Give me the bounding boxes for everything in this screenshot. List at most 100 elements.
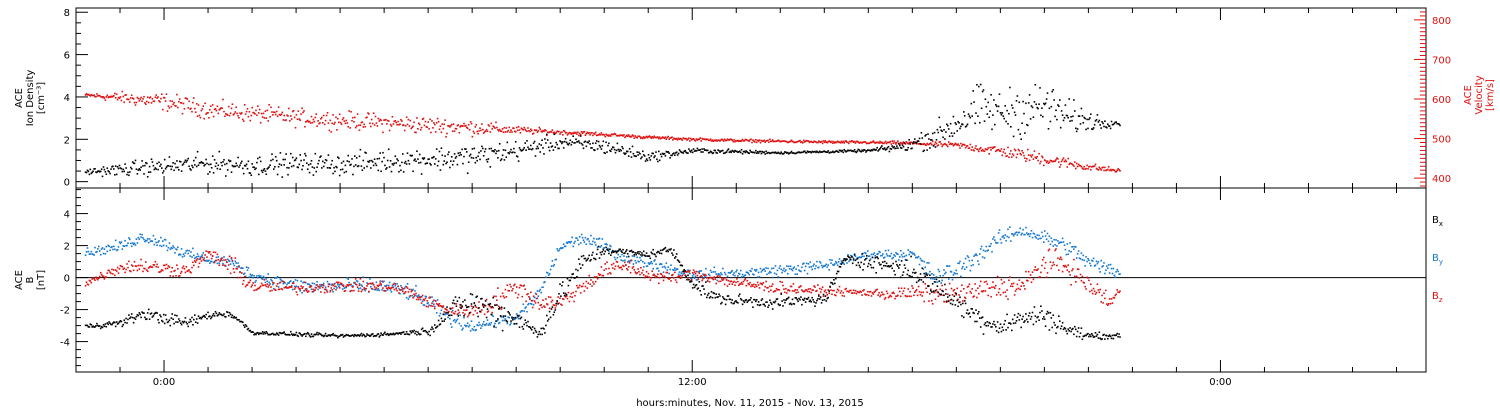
by-point [244,275,247,278]
by-point [674,269,677,271]
velocity-point [768,141,770,143]
y-tick-label: 4 [64,93,70,104]
by-point [491,314,493,316]
density-point [523,147,525,149]
velocity-point [1049,159,1052,162]
velocity-point [489,131,492,133]
by-point [601,238,604,240]
bx-point [378,336,381,338]
by-point [236,266,238,268]
bz-point [864,293,866,295]
velocity-point [1116,169,1118,172]
by-point [554,258,557,261]
velocity-point [178,100,180,103]
velocity-point [498,128,501,131]
bz-point [1052,261,1054,264]
by-point [1107,264,1110,266]
by-point [611,250,614,253]
velocity-point [119,96,122,98]
bx-point [351,334,353,337]
by-point [444,313,446,316]
bz-point [1002,291,1005,294]
by-point [1022,228,1024,231]
velocity-point [224,115,226,118]
density-point [544,138,546,140]
by-point [1027,233,1029,236]
by-point [699,270,701,272]
bx-point [101,326,104,329]
velocity-point [280,113,283,116]
density-point [723,152,726,154]
velocity-point [408,125,411,127]
density-point [293,159,296,162]
by-point [339,283,342,285]
bz-point [1047,249,1050,252]
bz-point [1013,294,1016,296]
by-point [961,267,963,270]
by-point [893,254,895,256]
by-point [589,243,591,245]
bz-point [517,293,520,296]
velocity-point [1001,154,1004,157]
density-point [976,84,978,86]
density-point [760,152,763,155]
density-point [906,149,909,151]
by-point [959,260,961,263]
bx-point [275,332,278,334]
by-point [774,265,777,267]
by-point [1016,234,1019,236]
bz-point [129,270,131,272]
by-point [146,239,148,242]
bz-point [402,290,404,293]
bx-point [181,320,184,323]
by-point [641,255,643,257]
velocity-point [152,100,155,103]
by-point [260,277,263,280]
density-point [995,104,997,106]
density-point [854,151,857,153]
velocity-point [790,139,793,142]
bx-point [252,331,254,333]
bz-point [551,299,554,302]
velocity-point [582,131,585,133]
velocity-point [614,133,617,135]
density-point [920,132,923,134]
velocity-point [364,125,366,128]
density-point [795,152,797,155]
velocity-point [662,136,665,139]
bz-point [395,288,397,290]
by-point [698,270,701,273]
bz-point [1030,281,1033,283]
bz-point [354,282,356,284]
by-point [538,290,541,292]
density-point [770,152,772,154]
velocity-point [578,134,580,137]
bz-point [828,292,830,294]
density-point [895,147,897,149]
by-point [226,258,229,261]
bx-point [163,322,166,325]
velocity-point [691,138,694,140]
by-point [242,267,244,270]
velocity-point [734,140,736,143]
velocity-point [304,125,306,128]
bx-point [370,333,373,336]
velocity-point [571,132,573,134]
by-point [1074,245,1076,248]
bz-point [120,265,123,268]
bz-point [938,293,941,295]
velocity-point [773,140,776,143]
velocity-point [236,112,238,115]
bz-point [688,271,690,273]
density-point [1086,118,1088,121]
bx-point [289,334,291,336]
bx-point [100,325,103,328]
by-point [218,262,221,264]
density-point [663,152,666,155]
density-point [1076,128,1079,130]
velocity-point [390,125,393,127]
density-point [842,151,845,154]
density-point [744,151,747,154]
bz-point [805,289,808,291]
bz-point [669,277,671,279]
